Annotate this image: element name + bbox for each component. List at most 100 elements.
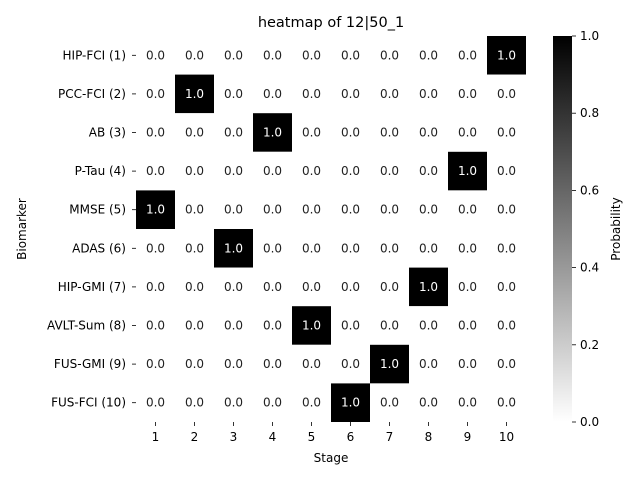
colorbar — [553, 36, 572, 422]
heatmap-cell — [448, 267, 487, 307]
heatmap-cell — [409, 267, 448, 307]
heatmap-cell — [136, 74, 175, 114]
cell-value-label: 0.0 — [302, 126, 321, 140]
cell-value-label: 0.0 — [185, 126, 204, 140]
heatmap-cell — [214, 383, 253, 422]
cell-value-label: 0.0 — [224, 48, 243, 62]
cell-value-label: 0.0 — [263, 280, 282, 294]
heatmap-cell — [331, 151, 370, 191]
cell-value-label: 0.0 — [341, 319, 360, 333]
cell-value-label: 0.0 — [224, 396, 243, 410]
heatmap-cell — [175, 383, 214, 422]
y-tick-label: AVLT-Sum (8) — [47, 319, 126, 333]
x-tick-label: 2 — [191, 430, 199, 444]
heatmap-cell — [370, 190, 409, 229]
heatmap-cell — [487, 344, 526, 384]
heatmap-cell — [409, 36, 448, 75]
heatmap-cell — [331, 74, 370, 114]
heatmap-cell — [253, 306, 292, 345]
cell-value-label: 0.0 — [224, 126, 243, 140]
heatmap-cell — [487, 306, 526, 345]
cell-value-label: 0.0 — [302, 357, 321, 371]
heatmap-cell — [331, 267, 370, 307]
cell-value-label: 0.0 — [497, 319, 516, 333]
heatmap-cell — [136, 344, 175, 384]
cell-value-label: 0.0 — [458, 87, 477, 101]
heatmap-cell — [253, 229, 292, 268]
heatmap-cell — [292, 383, 331, 422]
cell-value-label: 0.0 — [458, 319, 477, 333]
cell-value-label: 0.0 — [497, 241, 516, 255]
heatmap-cell — [487, 36, 526, 75]
cell-value-label: 0.0 — [185, 280, 204, 294]
colorbar-label: Probability — [609, 197, 623, 260]
cell-value-label: 0.0 — [341, 241, 360, 255]
colorbar-tick-label: 0.4 — [580, 261, 599, 275]
colorbar-tick-label: 1.0 — [580, 29, 599, 43]
heatmap-cell — [409, 344, 448, 384]
cell-value-label: 0.0 — [419, 357, 438, 371]
heatmap-cell — [175, 306, 214, 345]
cell-value-label: 0.0 — [302, 280, 321, 294]
cell-value-label: 0.0 — [185, 48, 204, 62]
heatmap-cell — [253, 36, 292, 75]
cell-value-label: 0.0 — [380, 48, 399, 62]
heatmap-cell — [175, 229, 214, 268]
heatmap-cell — [448, 151, 487, 191]
cell-value-label: 0.0 — [497, 280, 516, 294]
heatmap-cell — [136, 190, 175, 229]
cell-value-label: 0.0 — [263, 357, 282, 371]
cell-value-label: 0.0 — [302, 241, 321, 255]
y-tick-label: AB (3) — [89, 126, 126, 140]
cell-value-label: 0.0 — [263, 241, 282, 255]
cell-value-label: 0.0 — [380, 319, 399, 333]
x-tick-label: 6 — [347, 430, 355, 444]
y-tick-label: FUS-FCI (10) — [51, 396, 126, 410]
cell-value-label: 0.0 — [458, 396, 477, 410]
heatmap-cell — [175, 190, 214, 229]
cell-value-label: 0.0 — [419, 241, 438, 255]
cell-value-label: 0.0 — [224, 319, 243, 333]
cell-value-label: 0.0 — [380, 164, 399, 178]
heatmap-cell — [292, 229, 331, 268]
cell-value-label: 0.0 — [185, 396, 204, 410]
cell-value-label: 0.0 — [302, 203, 321, 217]
cell-value-label: 0.0 — [497, 396, 516, 410]
heatmap-cell — [214, 306, 253, 345]
cell-value-label: 0.0 — [380, 396, 399, 410]
cell-value-label: 0.0 — [380, 87, 399, 101]
cell-value-label: 0.0 — [185, 357, 204, 371]
heatmap-cell — [331, 190, 370, 229]
cell-value-label: 0.0 — [146, 164, 165, 178]
heatmap-cell — [409, 383, 448, 422]
heatmap-cell — [370, 229, 409, 268]
cell-value-label: 0.0 — [497, 164, 516, 178]
heatmap-cell — [448, 344, 487, 384]
heatmap-cell — [448, 383, 487, 422]
heatmap-cell — [331, 344, 370, 384]
x-tick-label: 7 — [386, 430, 394, 444]
heatmap-cell — [409, 306, 448, 345]
heatmap-cell — [370, 36, 409, 75]
cell-value-label: 0.0 — [146, 48, 165, 62]
heatmap-cell — [136, 383, 175, 422]
heatmap-cell — [136, 36, 175, 75]
heatmap-cell — [370, 306, 409, 345]
cell-value-label: 0.0 — [458, 357, 477, 371]
cell-value-label: 0.0 — [380, 126, 399, 140]
cell-value-label: 0.0 — [458, 280, 477, 294]
heatmap-cell — [253, 383, 292, 422]
heatmap-cell — [487, 383, 526, 422]
cell-value-label: 0.0 — [146, 396, 165, 410]
cell-value-label: 0.0 — [263, 396, 282, 410]
heatmap-cell — [253, 267, 292, 307]
heatmap-cell — [370, 74, 409, 114]
heatmap-cell — [253, 190, 292, 229]
heatmap-cell — [214, 190, 253, 229]
heatmap-cell — [136, 113, 175, 152]
cell-value-label: 0.0 — [185, 203, 204, 217]
heatmap-cell — [175, 344, 214, 384]
cell-value-label: 1.0 — [302, 319, 321, 333]
